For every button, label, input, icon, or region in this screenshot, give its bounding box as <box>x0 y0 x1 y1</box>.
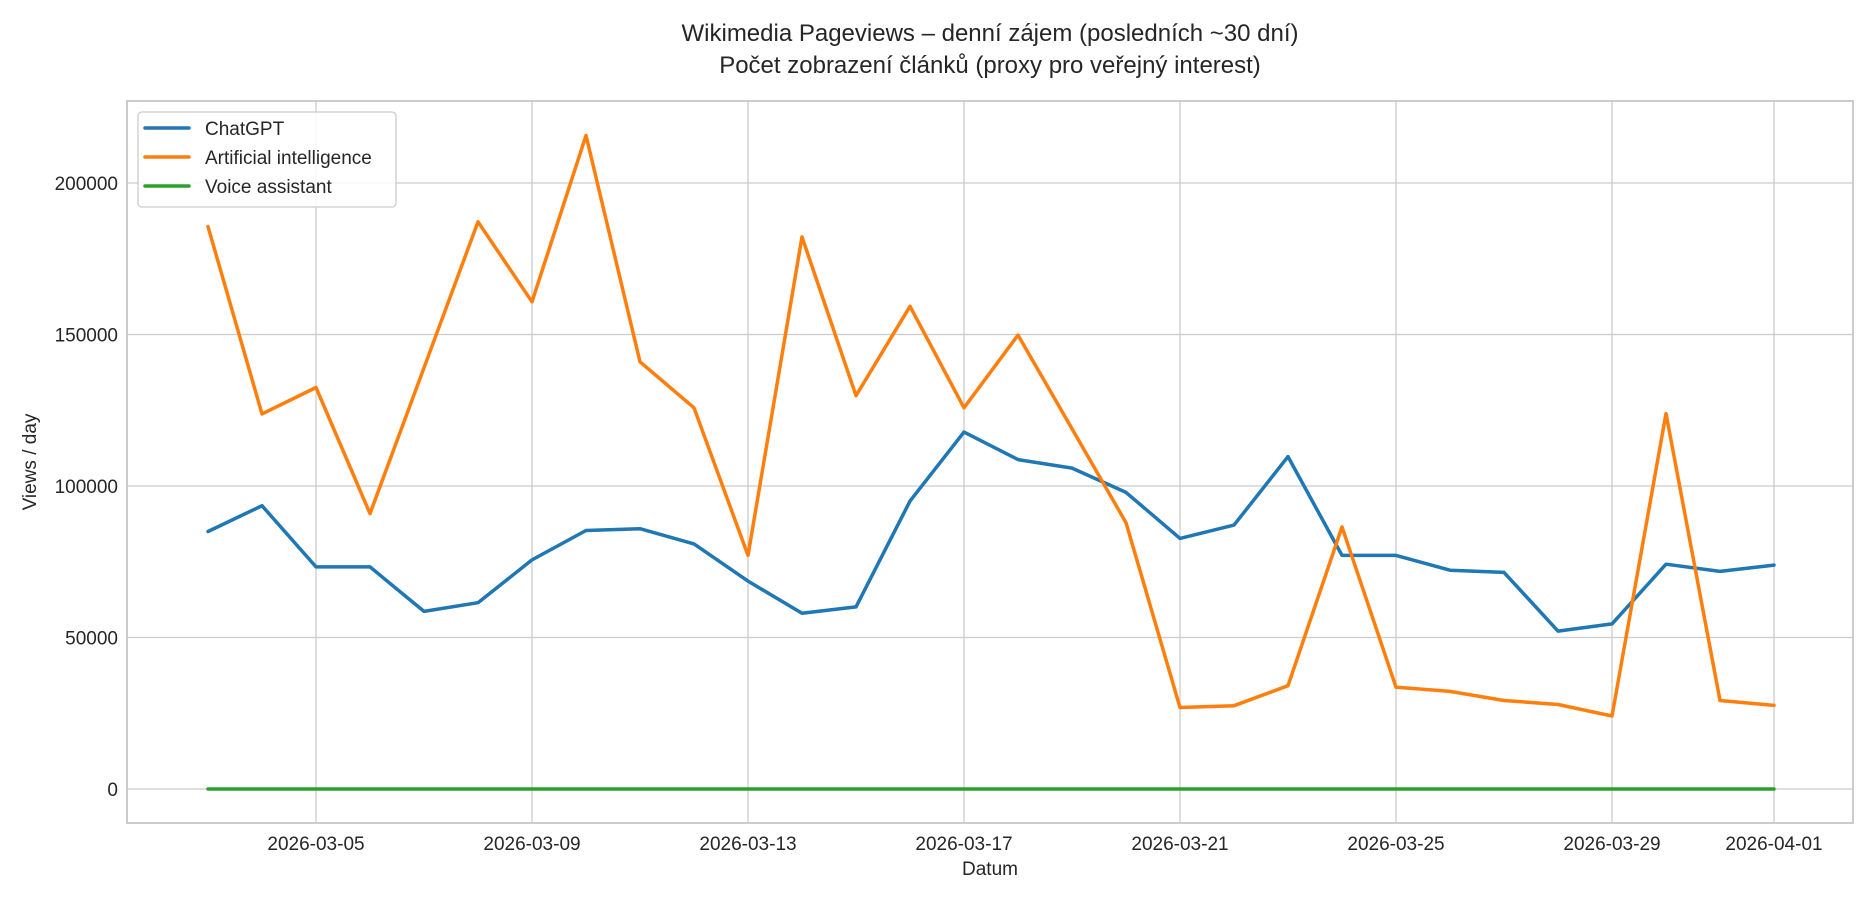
series-line-artificial-intelligence <box>206 133 1776 718</box>
series-line-chatgpt <box>206 430 1776 633</box>
legend-label-artificial-intelligence: Artificial intelligence <box>205 148 372 169</box>
plot-area <box>126 100 1854 824</box>
x-tick-label: 2026-03-09 <box>483 834 580 855</box>
y-tick-label: 200000 <box>55 174 118 195</box>
legend-item-chatgpt: ChatGPT <box>143 119 285 140</box>
x-tick-label: 2026-03-05 <box>267 834 364 855</box>
series-lines <box>206 133 1776 791</box>
legend-item-artificial-intelligence: Artificial intelligence <box>143 148 372 169</box>
x-tick-label: 2026-03-21 <box>1131 834 1228 855</box>
x-tick-label: 2026-04-01 <box>1725 834 1822 855</box>
y-tick-label: 150000 <box>55 326 118 347</box>
axes-frame <box>126 100 1854 824</box>
x-axis-ticks: 2026-03-05 2026-03-09 2026-03-13 2026-03-17… <box>267 834 1822 855</box>
legend-item-voice-assistant: Voice assistant <box>143 177 332 198</box>
legend-label-chatgpt: ChatGPT <box>205 119 285 140</box>
axes-background <box>127 101 1853 823</box>
legend-box <box>137 111 397 208</box>
x-tick-label: 2026-03-25 <box>1347 834 1444 855</box>
chart-title: Wikimedia Pageviews – denní zájem (posle… <box>682 20 1299 47</box>
y-axis-ticks: 0 50000 100000 150000 200000 <box>55 174 118 801</box>
y-tick-label: 50000 <box>65 629 118 650</box>
x-tick-label: 2026-03-17 <box>915 834 1012 855</box>
y-tick-label: 100000 <box>55 477 118 498</box>
legend-label-voice-assistant: Voice assistant <box>205 177 332 198</box>
x-tick-label: 2026-03-13 <box>699 834 796 855</box>
chart-subtitle: Počet zobrazení článků (proxy pro veřejn… <box>719 52 1261 79</box>
x-tick-label: 2026-03-29 <box>1563 834 1660 855</box>
x-axis-label: Datum <box>962 859 1018 880</box>
y-axis-label: Views / day <box>20 413 41 510</box>
legend: ChatGPT Artificial intelligence Voice as… <box>137 111 397 208</box>
y-tick-label: 0 <box>107 780 118 801</box>
